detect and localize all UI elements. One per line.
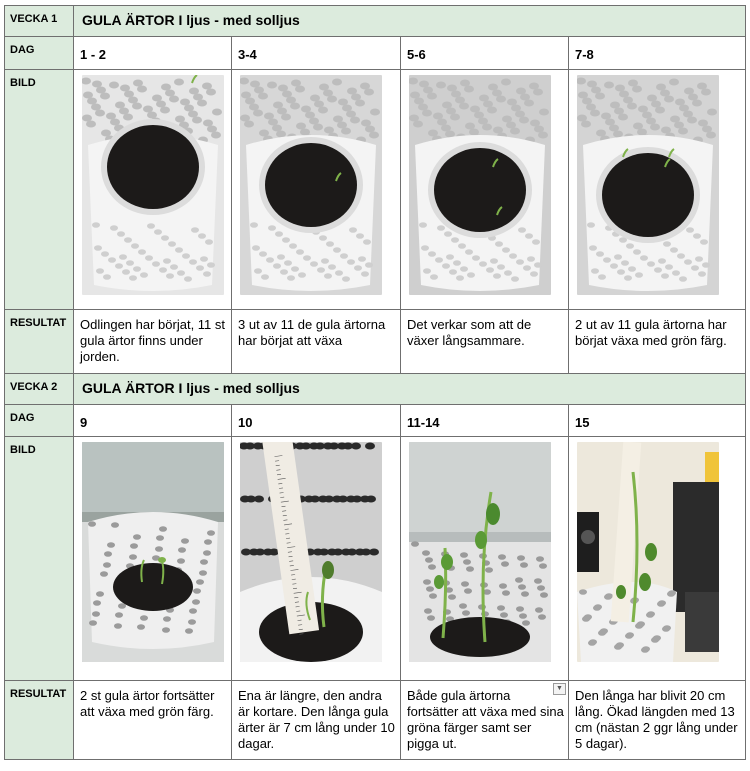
plant-photo-day-7-8 [577,75,719,295]
week-2-title: GULA ÄRTOR I ljus - med solljus [73,373,746,405]
result-text: Odlingen har börjat, 11 st gula ärtor fi… [73,309,232,374]
day-cell: 7-8 [568,36,746,70]
growth-table: VECKA 1 GULA ÄRTOR I ljus - med solljus … [4,5,746,760]
week-1-result-row: RESULTAT Odlingen har börjat, 11 st gula… [4,309,746,374]
photo-cell [73,436,232,681]
resultat-label: RESULTAT [4,309,74,374]
plant-growth-log: VECKA 1 GULA ÄRTOR I ljus - med solljus … [4,5,746,760]
day-cell: 10 [231,404,401,437]
week-1-header-row: VECKA 1 GULA ÄRTOR I ljus - med solljus [4,5,746,37]
result-text: Både gula ärtorna fortsätter att växa me… [400,680,569,760]
result-text: Ena är längre, den andra är kortare. Den… [231,680,401,760]
week-2-result-row: RESULTAT 2 st gula ärtor fortsätter att … [4,680,746,760]
result-text: 2 ut av 11 gula ärtorna har börjat växa … [568,309,746,374]
week-1-day-row: DAG 1 - 2 3-4 5-6 7-8 [4,36,746,70]
dag-label: DAG [4,36,74,70]
day-cell: 11-14 [400,404,569,437]
photo-cell [231,436,401,681]
day-cell: 5-6 [400,36,569,70]
result-text: Det verkar som att de växer långsammare. [400,309,569,374]
photo-cell [568,436,746,681]
result-text-content: Både gula ärtorna fortsätter att växa me… [407,688,564,751]
dag-label: DAG [4,404,74,437]
plant-photo-day-5-6 [409,75,551,295]
photo-cell [400,436,569,681]
photo-cell [73,69,232,310]
photo-cell [231,69,401,310]
plant-photo-day-1-2 [82,75,224,295]
week-1-title: GULA ÄRTOR I ljus - med solljus [73,5,746,37]
week-2-day-row: DAG 9 10 11-14 15 [4,404,746,437]
week-1-label: VECKA 1 [4,5,74,37]
resultat-label: RESULTAT [4,680,74,760]
week-1-photo-row: BILD [4,69,746,310]
day-cell: 15 [568,404,746,437]
day-cell: 1 - 2 [73,36,232,70]
day-cell: 9 [73,404,232,437]
plant-photo-day-9 [82,442,224,662]
plant-photo-day-10 [240,442,382,662]
photo-cell [400,69,569,310]
week-2-header-row: VECKA 2 GULA ÄRTOR I ljus - med solljus [4,373,746,405]
week-2-photo-row: BILD [4,436,746,681]
result-text: 3 ut av 11 de gula ärtorna har börjat at… [231,309,401,374]
bild-label: BILD [4,69,74,310]
day-cell: 3-4 [231,36,401,70]
plant-photo-day-15 [577,442,719,662]
bild-label: BILD [4,436,74,681]
cell-menu-icon[interactable]: ▼ [553,683,566,695]
result-text: 2 st gula ärtor fortsätter att växa med … [73,680,232,760]
week-2-label: VECKA 2 [4,373,74,405]
photo-cell [568,69,746,310]
plant-photo-day-3-4 [240,75,382,295]
result-text: Den långa har blivit 20 cm lång. Ökad lä… [568,680,746,760]
plant-photo-day-11-14 [409,442,551,662]
